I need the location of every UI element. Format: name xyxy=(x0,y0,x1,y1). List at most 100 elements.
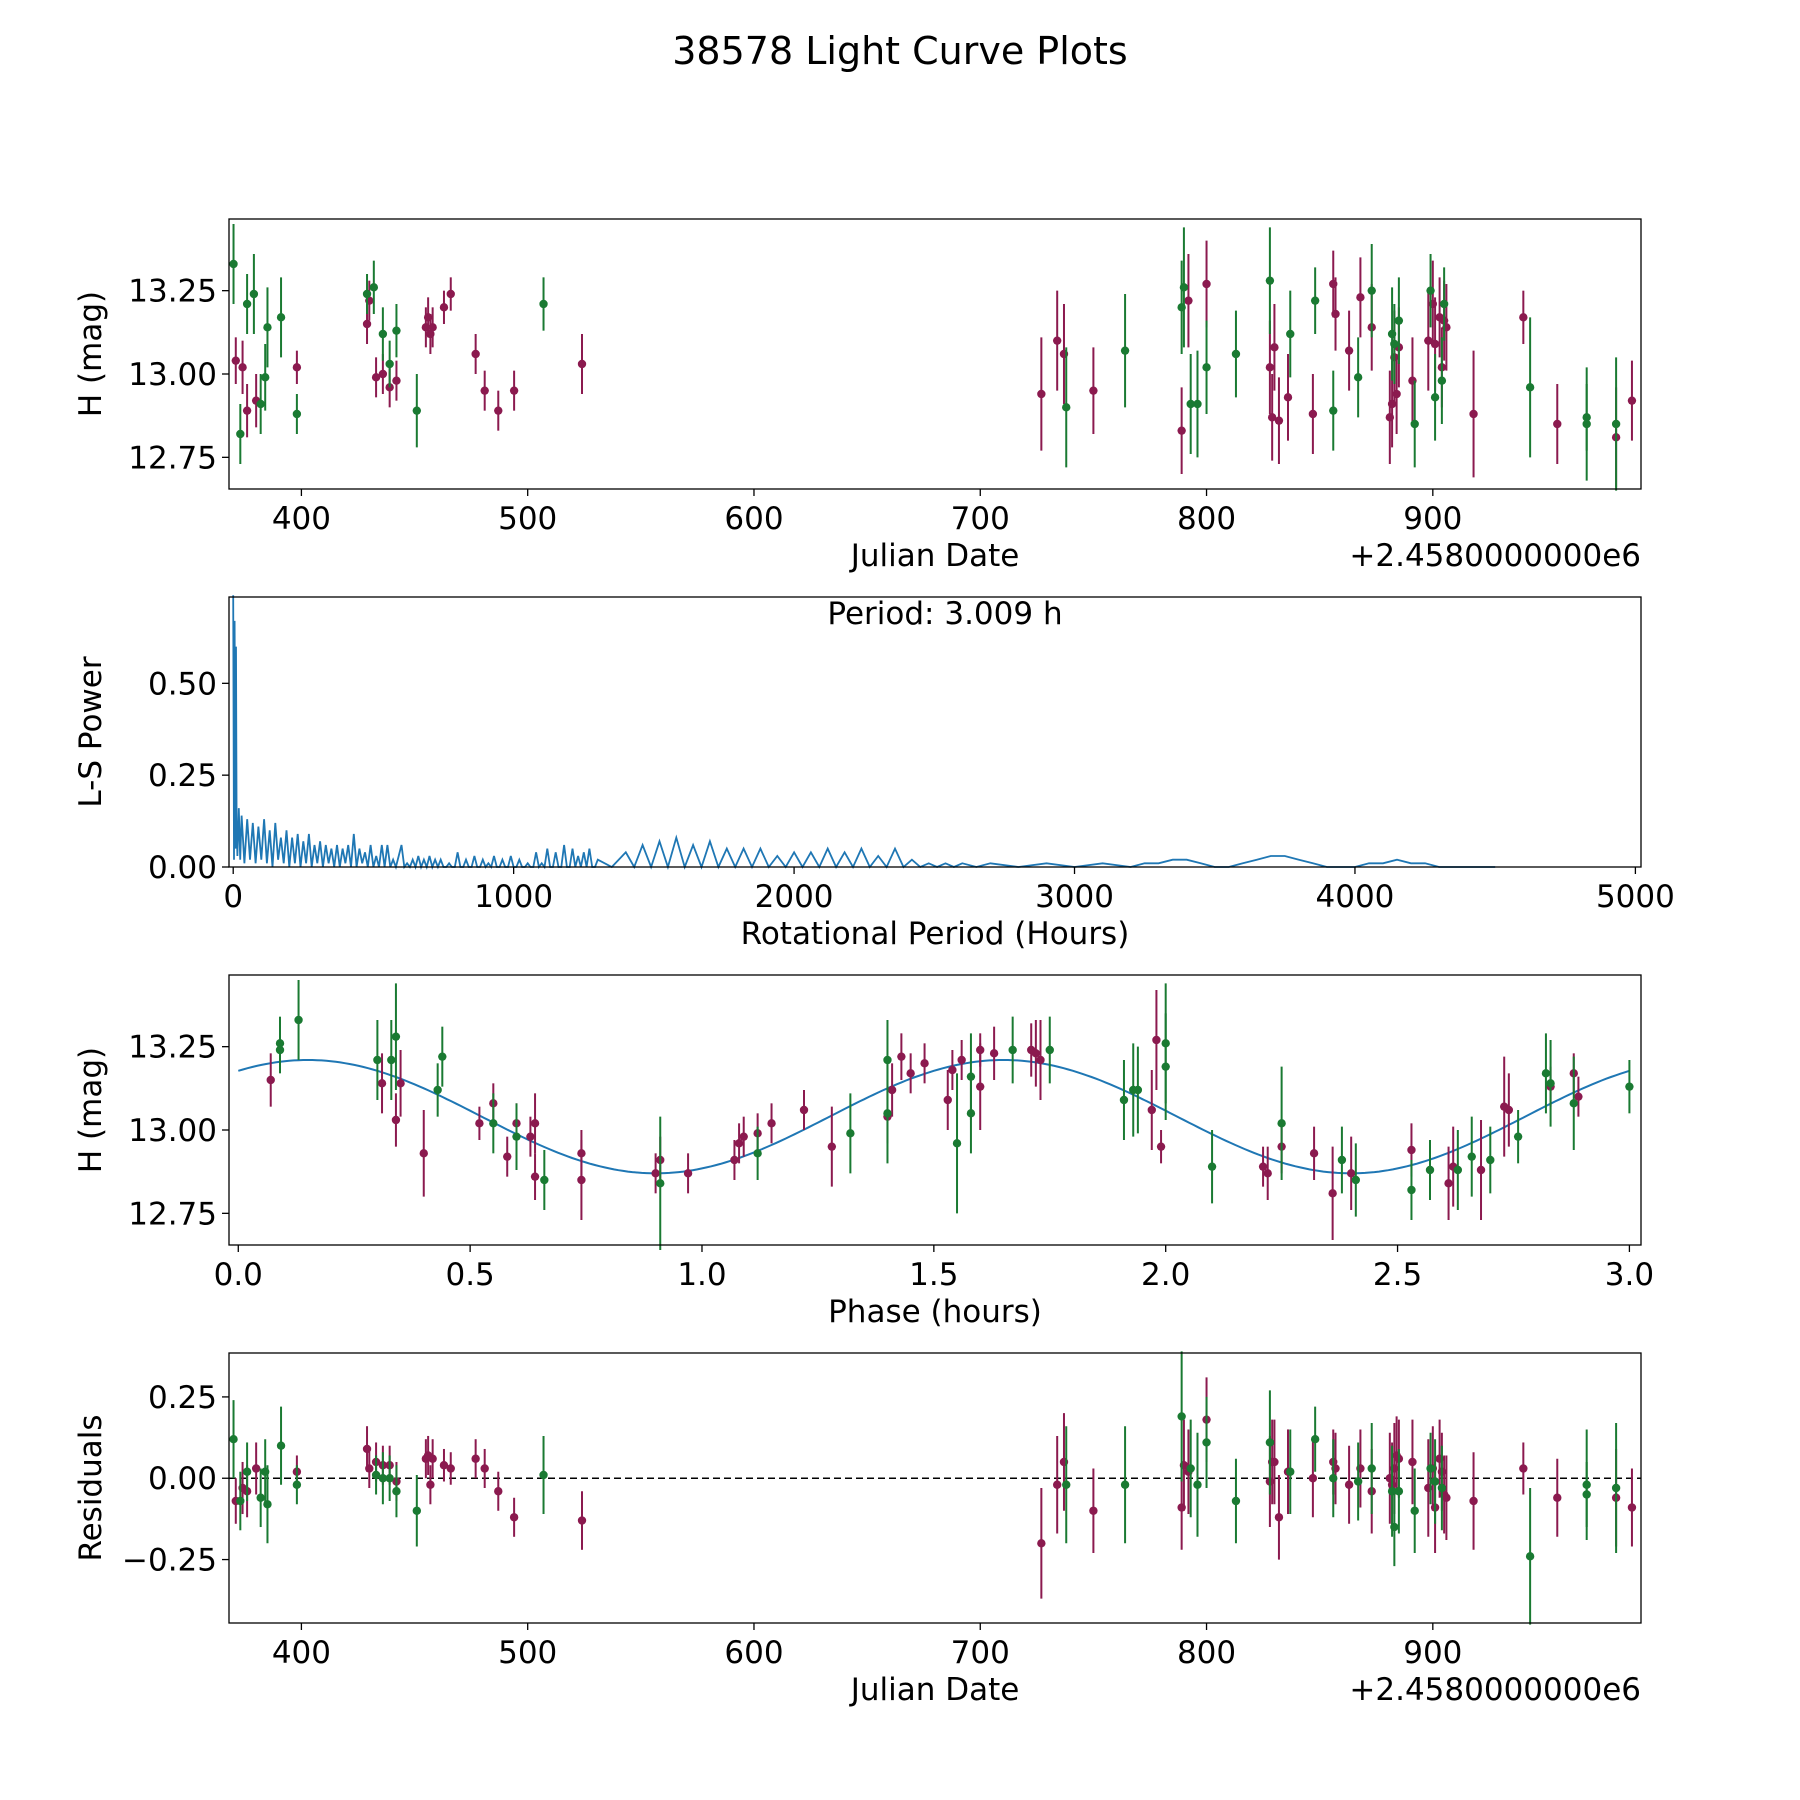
y-tick-label: 0.00 xyxy=(148,850,217,886)
data-point xyxy=(1356,293,1365,302)
data-point xyxy=(1156,1142,1166,1151)
data-point xyxy=(1037,389,1046,399)
data-point xyxy=(275,1039,285,1048)
data-point xyxy=(1553,419,1562,429)
data-point xyxy=(1177,426,1186,435)
data-point xyxy=(1430,1477,1440,1486)
data-point xyxy=(1037,1539,1046,1548)
x-tick-label: 900 xyxy=(1403,501,1462,537)
series-green xyxy=(275,980,1634,1250)
data-point xyxy=(1119,1095,1129,1105)
x-tick-label: 2000 xyxy=(755,879,834,915)
y-tick-label: 0.25 xyxy=(148,1380,217,1416)
data-point xyxy=(371,373,381,382)
data-point xyxy=(1062,403,1071,412)
data-point xyxy=(976,1082,985,1091)
x-tick-label: 600 xyxy=(724,1635,783,1671)
data-point xyxy=(1286,1467,1295,1476)
plot-frame xyxy=(228,596,1642,868)
data-point xyxy=(1161,1062,1170,1071)
data-point xyxy=(1308,409,1318,419)
x-tick-label: 600 xyxy=(724,501,783,537)
data-point xyxy=(1467,1152,1476,1161)
data-point xyxy=(957,1055,966,1065)
data-point xyxy=(1394,1487,1404,1496)
data-point xyxy=(242,1467,252,1476)
data-point xyxy=(530,1119,540,1128)
data-point xyxy=(887,1085,897,1095)
data-point xyxy=(767,1119,776,1128)
data-point xyxy=(263,323,272,332)
data-point xyxy=(1045,1045,1054,1055)
data-point xyxy=(261,373,270,382)
data-point xyxy=(1089,386,1098,395)
data-point xyxy=(1329,1474,1338,1483)
series-red xyxy=(266,990,1583,1240)
data-point xyxy=(1625,1082,1634,1091)
data-point xyxy=(1329,406,1338,415)
data-point xyxy=(799,1105,809,1115)
plot-frame xyxy=(228,974,1642,1246)
data-point xyxy=(577,1175,586,1185)
x-tick-label: 800 xyxy=(1177,1635,1236,1671)
data-point xyxy=(475,1119,484,1128)
data-point xyxy=(827,1142,837,1151)
data-point xyxy=(229,1435,238,1444)
data-point xyxy=(1351,1175,1361,1185)
data-point xyxy=(1444,1179,1453,1188)
data-point xyxy=(238,363,247,372)
data-point xyxy=(1344,346,1354,355)
data-point xyxy=(1120,1480,1130,1489)
y-tick-label: −0.25 xyxy=(122,1543,217,1579)
data-point xyxy=(1410,1506,1419,1515)
data-point xyxy=(1541,1069,1551,1078)
data-point xyxy=(1353,373,1363,382)
data-point xyxy=(952,1139,962,1148)
data-point xyxy=(378,369,388,379)
x-tick-label: 3000 xyxy=(1035,879,1114,915)
x-tick-label: 1.5 xyxy=(909,1257,958,1293)
data-point xyxy=(1442,1493,1451,1502)
data-point xyxy=(1519,313,1528,322)
data-point xyxy=(1270,1457,1279,1467)
data-point xyxy=(1267,413,1277,422)
data-point xyxy=(1309,1149,1319,1158)
data-point xyxy=(378,329,388,339)
data-point xyxy=(1367,1464,1376,1473)
data-point xyxy=(387,1055,396,1065)
data-point xyxy=(438,1052,447,1061)
data-point xyxy=(391,1115,401,1125)
data-point xyxy=(1193,399,1202,409)
data-point xyxy=(1525,1552,1535,1561)
data-point xyxy=(1031,1049,1041,1058)
data-point xyxy=(512,1132,521,1141)
data-point xyxy=(242,299,252,309)
data-point xyxy=(256,1493,265,1502)
data-point xyxy=(1177,1412,1186,1421)
data-point xyxy=(503,1152,512,1161)
data-point xyxy=(1437,1483,1447,1493)
data-point xyxy=(378,1474,388,1483)
data-point xyxy=(266,1075,275,1085)
data-point xyxy=(276,1441,286,1450)
data-point xyxy=(1569,1099,1578,1108)
series-green xyxy=(229,1351,1621,1625)
data-point xyxy=(1270,343,1279,352)
data-point xyxy=(1310,1435,1320,1444)
data-point xyxy=(426,1480,435,1489)
data-point xyxy=(1353,1477,1363,1486)
y-tick-label: 0.25 xyxy=(148,758,217,794)
data-point xyxy=(412,406,422,415)
data-point xyxy=(1231,349,1241,359)
data-point xyxy=(730,1155,739,1165)
x-tick-label: 4000 xyxy=(1316,879,1395,915)
phased-ylabel: H (mag) xyxy=(73,1047,109,1173)
data-point xyxy=(656,1179,665,1188)
phased-panel: 0.0 0.5 1.0 1.5 2.0 2.5 3.0 12.75 13.00 13.25 Pha… xyxy=(73,974,1654,1330)
data-point xyxy=(1367,286,1376,295)
data-point xyxy=(1346,1169,1356,1178)
data-point xyxy=(943,1095,952,1105)
data-point xyxy=(1202,363,1211,372)
data-point xyxy=(1453,1165,1463,1175)
data-point xyxy=(392,1487,401,1496)
